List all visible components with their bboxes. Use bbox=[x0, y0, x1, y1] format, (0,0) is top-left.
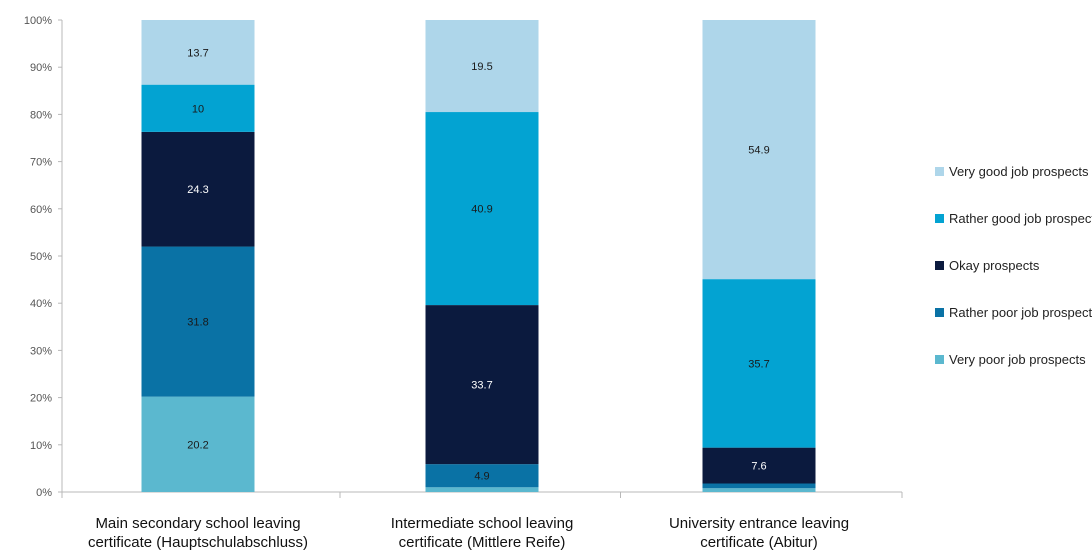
legend-item-label: Okay prospects bbox=[949, 258, 1040, 273]
y-tick-label: 20% bbox=[30, 393, 52, 405]
y-tick-label: 40% bbox=[30, 298, 52, 310]
bar-data-label: 19.5 bbox=[471, 61, 492, 73]
y-tick-label: 100% bbox=[24, 15, 52, 27]
bar-data-label: 20.2 bbox=[187, 439, 208, 451]
y-tick-label: 10% bbox=[30, 440, 52, 452]
bar-segment bbox=[702, 483, 816, 489]
y-tick-label: 30% bbox=[30, 345, 52, 357]
bar-data-label: 4.9 bbox=[474, 471, 489, 483]
bar-data-label: 7.6 bbox=[751, 461, 766, 473]
x-category-label: Intermediate school leaving certificate (… bbox=[391, 515, 574, 551]
bar-segment bbox=[425, 20, 539, 113]
bar-data-label: 31.8 bbox=[187, 317, 208, 329]
y-tick-label: 90% bbox=[30, 62, 52, 74]
bar-segment bbox=[141, 20, 255, 85]
bar-segment bbox=[425, 464, 539, 488]
legend-swatch bbox=[935, 214, 944, 223]
bar-data-label: 54.9 bbox=[748, 145, 769, 157]
y-tick-label: 0% bbox=[36, 487, 52, 499]
chart-legend: Very good job prospects Rather good job p… bbox=[935, 164, 1092, 367]
chart-axes: 0% 10% 20% 30% 40% 50% 60% 70% 80% 90% 100% Main se… bbox=[24, 15, 903, 551]
x-category-label: University entrance leaving certificate (… bbox=[669, 515, 849, 551]
y-tick-label: 80% bbox=[30, 109, 52, 121]
bar-segment bbox=[141, 131, 255, 247]
legend-swatch bbox=[935, 261, 944, 270]
bar-segment bbox=[425, 487, 539, 492]
bar-segment bbox=[425, 112, 539, 306]
bar-data-label: 10 bbox=[192, 103, 204, 115]
legend-item-label: Very poor job prospects bbox=[949, 352, 1086, 367]
chart-bars: 20.2 31.8 24.3 10 13.7 4.9 33.7 40.9 19.5 7.6 35.7… bbox=[141, 20, 816, 492]
legend-item-label: Very good job prospects bbox=[949, 164, 1089, 179]
bar-data-label: 35.7 bbox=[748, 358, 769, 370]
bar-data-label: 40.9 bbox=[471, 204, 492, 216]
legend-swatch bbox=[935, 167, 944, 176]
bar-segment bbox=[141, 84, 255, 132]
legend-item-label: Rather good job prospects bbox=[949, 211, 1092, 226]
bar-segment bbox=[702, 488, 816, 492]
bar-data-label: 33.7 bbox=[471, 380, 492, 392]
bar-segment bbox=[702, 279, 816, 448]
legend-swatch bbox=[935, 355, 944, 364]
bar-data-label: 13.7 bbox=[187, 47, 208, 59]
bar-segment bbox=[141, 396, 255, 492]
y-tick-label: 70% bbox=[30, 157, 52, 169]
bar-data-label: 24.3 bbox=[187, 184, 208, 196]
y-tick-label: 60% bbox=[30, 204, 52, 216]
bar-segment bbox=[702, 447, 816, 484]
bar-segment bbox=[702, 20, 816, 280]
bar-segment bbox=[141, 246, 255, 397]
y-tick-label: 50% bbox=[30, 251, 52, 263]
legend-swatch bbox=[935, 308, 944, 317]
bar-segment bbox=[425, 305, 539, 465]
x-category-label: Main secondary school leaving certificate… bbox=[88, 515, 308, 551]
legend-item-label: Rather poor job prospects bbox=[949, 305, 1092, 320]
